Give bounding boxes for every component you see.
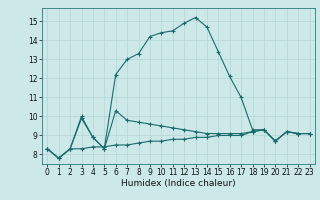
X-axis label: Humidex (Indice chaleur): Humidex (Indice chaleur) — [121, 179, 236, 188]
